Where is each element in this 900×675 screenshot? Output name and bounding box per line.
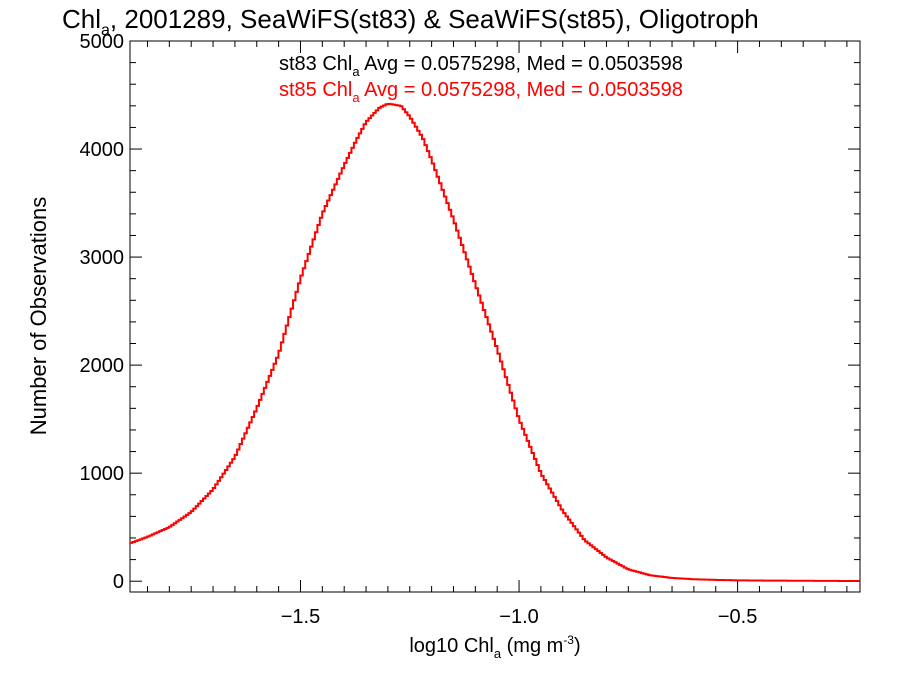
y-tick-label: 4000: [80, 139, 125, 161]
stats-annotations: st83 Chla Avg = 0.0575298, Med = 0.05035…: [279, 53, 683, 105]
chart-title: Chla, 2001289, SeaWiFS(st83) & SeaWiFS(s…: [62, 4, 759, 39]
st85-stats-annotation: st85 Chla Avg = 0.0575298, Med = 0.05035…: [279, 79, 683, 105]
histogram-series-0: [130, 102, 860, 582]
series-layer: [130, 102, 860, 582]
x-tick-label: −1.0: [499, 606, 538, 628]
y-axis-label: Number of Observations: [26, 197, 51, 435]
y-tick-label: 5000: [80, 31, 125, 53]
y-tick-label: 0: [113, 571, 124, 593]
x-tick-label: −0.5: [718, 606, 757, 628]
y-tick-label: 2000: [80, 355, 125, 377]
y-axis-ticks: 0 1000 2000 3000 4000 5000: [80, 31, 860, 593]
y-tick-label: 1000: [80, 463, 125, 485]
plot-frame: [129, 40, 861, 593]
y-tick-label: 3000: [80, 247, 125, 269]
x-axis-ticks: −1.5 −1.0 −0.5: [146, 41, 848, 628]
st83-stats-annotation: st83 Chla Avg = 0.0575298, Med = 0.05035…: [279, 53, 683, 79]
x-tick-label: −1.5: [281, 606, 320, 628]
x-axis-label: log10 Chla (mg m-3): [409, 633, 580, 661]
